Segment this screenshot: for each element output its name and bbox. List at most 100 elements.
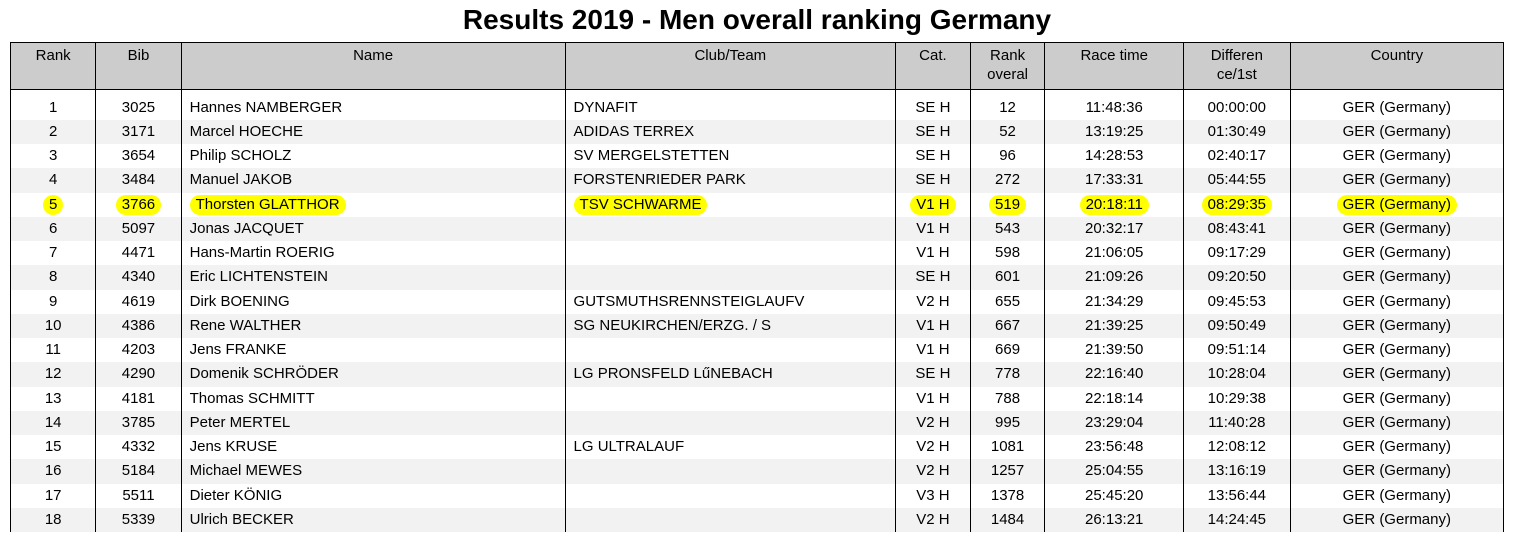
cell-rank: 17 xyxy=(11,484,96,508)
cell-cat: SE H xyxy=(896,362,971,386)
cell-name: Philip SCHOLZ xyxy=(181,144,565,168)
table-row: 175511Dieter KÖNIGV3 H137825:45:2013:56:… xyxy=(11,484,1504,508)
cell-cat: V1 H xyxy=(896,314,971,338)
cell-rank: 16 xyxy=(11,459,96,483)
cell-rank: 1 xyxy=(11,89,96,120)
cell-cat: V2 H xyxy=(896,290,971,314)
table-row: 53766Thorsten GLATTHORTSV SCHWARMEV1 H51… xyxy=(11,193,1504,217)
cell-bib: 4471 xyxy=(96,241,181,265)
cell-cat: V1 H xyxy=(896,338,971,362)
cell-club: SG NEUKIRCHEN/ERZG. / S xyxy=(565,314,896,338)
cell-rank_overall: 272 xyxy=(970,168,1045,192)
cell-rank_overall: 995 xyxy=(970,411,1045,435)
cell-rank_overall: 1378 xyxy=(970,484,1045,508)
cell-country: GER (Germany) xyxy=(1290,338,1503,362)
cell-country: GER (Germany) xyxy=(1290,508,1503,532)
cell-rank_overall: 1484 xyxy=(970,508,1045,532)
cell-country: GER (Germany) xyxy=(1290,484,1503,508)
cell-rank: 12 xyxy=(11,362,96,386)
table-row: 94619Dirk BOENINGGUTSMUTHSRENNSTEIGLAUFV… xyxy=(11,290,1504,314)
results-table: RankBibNameClub/TeamCat.RankoveralRace t… xyxy=(10,42,1504,532)
cell-cat: V2 H xyxy=(896,411,971,435)
cell-rank_overall: 788 xyxy=(970,387,1045,411)
cell-rank_overall: 778 xyxy=(970,362,1045,386)
cell-club: TSV SCHWARME xyxy=(565,193,896,217)
cell-name: Michael MEWES xyxy=(181,459,565,483)
cell-rank: 15 xyxy=(11,435,96,459)
cell-diff: 13:16:19 xyxy=(1184,459,1291,483)
cell-country: GER (Germany) xyxy=(1290,314,1503,338)
cell-rank_overall: 598 xyxy=(970,241,1045,265)
cell-club xyxy=(565,265,896,289)
cell-name: Peter MERTEL xyxy=(181,411,565,435)
cell-bib: 5511 xyxy=(96,484,181,508)
cell-rank: 11 xyxy=(11,338,96,362)
col-header: Bib xyxy=(96,43,181,90)
cell-country: GER (Germany) xyxy=(1290,217,1503,241)
cell-race_time: 21:09:26 xyxy=(1045,265,1184,289)
cell-race_time: 13:19:25 xyxy=(1045,120,1184,144)
cell-diff: 08:43:41 xyxy=(1184,217,1291,241)
cell-rank_overall: 1081 xyxy=(970,435,1045,459)
cell-bib: 4340 xyxy=(96,265,181,289)
cell-diff: 05:44:55 xyxy=(1184,168,1291,192)
cell-cat: V1 H xyxy=(896,193,971,217)
cell-rank_overall: 12 xyxy=(970,89,1045,120)
cell-name: Dieter KÖNIG xyxy=(181,484,565,508)
table-body: 13025Hannes NAMBERGERDYNAFITSE H1211:48:… xyxy=(11,89,1504,532)
cell-rank: 18 xyxy=(11,508,96,532)
cell-bib: 5339 xyxy=(96,508,181,532)
cell-cat: V2 H xyxy=(896,435,971,459)
cell-diff: 11:40:28 xyxy=(1184,411,1291,435)
cell-country: GER (Germany) xyxy=(1290,120,1503,144)
cell-rank_overall: 1257 xyxy=(970,459,1045,483)
table-row: 185339Ulrich BECKERV2 H148426:13:2114:24… xyxy=(11,508,1504,532)
cell-country: GER (Germany) xyxy=(1290,411,1503,435)
cell-race_time: 21:39:50 xyxy=(1045,338,1184,362)
cell-diff: 02:40:17 xyxy=(1184,144,1291,168)
cell-diff: 09:45:53 xyxy=(1184,290,1291,314)
col-header: Rank xyxy=(11,43,96,90)
cell-bib: 4386 xyxy=(96,314,181,338)
cell-country: GER (Germany) xyxy=(1290,193,1503,217)
cell-rank: 8 xyxy=(11,265,96,289)
cell-rank_overall: 519 xyxy=(970,193,1045,217)
cell-country: GER (Germany) xyxy=(1290,459,1503,483)
cell-name: Dirk BOENING xyxy=(181,290,565,314)
cell-rank_overall: 96 xyxy=(970,144,1045,168)
cell-bib: 3484 xyxy=(96,168,181,192)
cell-rank_overall: 655 xyxy=(970,290,1045,314)
table-row: 114203Jens FRANKEV1 H66921:39:5009:51:14… xyxy=(11,338,1504,362)
cell-name: Ulrich BECKER xyxy=(181,508,565,532)
cell-rank: 14 xyxy=(11,411,96,435)
cell-club: LG PRONSFELD LűNEBACH xyxy=(565,362,896,386)
cell-name: Eric LICHTENSTEIN xyxy=(181,265,565,289)
cell-race_time: 17:33:31 xyxy=(1045,168,1184,192)
cell-cat: V3 H xyxy=(896,484,971,508)
cell-club xyxy=(565,508,896,532)
cell-race_time: 14:28:53 xyxy=(1045,144,1184,168)
cell-diff: 10:29:38 xyxy=(1184,387,1291,411)
table-row: 65097Jonas JACQUETV1 H54320:32:1708:43:4… xyxy=(11,217,1504,241)
col-header: Difference/1st xyxy=(1184,43,1291,90)
cell-rank: 4 xyxy=(11,168,96,192)
cell-country: GER (Germany) xyxy=(1290,290,1503,314)
cell-name: Thomas SCHMITT xyxy=(181,387,565,411)
cell-bib: 3171 xyxy=(96,120,181,144)
cell-cat: SE H xyxy=(896,265,971,289)
col-header: Club/Team xyxy=(565,43,896,90)
cell-club xyxy=(565,387,896,411)
cell-race_time: 25:04:55 xyxy=(1045,459,1184,483)
cell-club: DYNAFIT xyxy=(565,89,896,120)
cell-diff: 01:30:49 xyxy=(1184,120,1291,144)
cell-diff: 13:56:44 xyxy=(1184,484,1291,508)
cell-bib: 4619 xyxy=(96,290,181,314)
cell-rank_overall: 667 xyxy=(970,314,1045,338)
cell-rank: 9 xyxy=(11,290,96,314)
cell-rank: 2 xyxy=(11,120,96,144)
cell-club: GUTSMUTHSRENNSTEIGLAUFV xyxy=(565,290,896,314)
cell-race_time: 21:06:05 xyxy=(1045,241,1184,265)
cell-name: Marcel HOECHE xyxy=(181,120,565,144)
col-header: Name xyxy=(181,43,565,90)
table-row: 143785Peter MERTELV2 H99523:29:0411:40:2… xyxy=(11,411,1504,435)
